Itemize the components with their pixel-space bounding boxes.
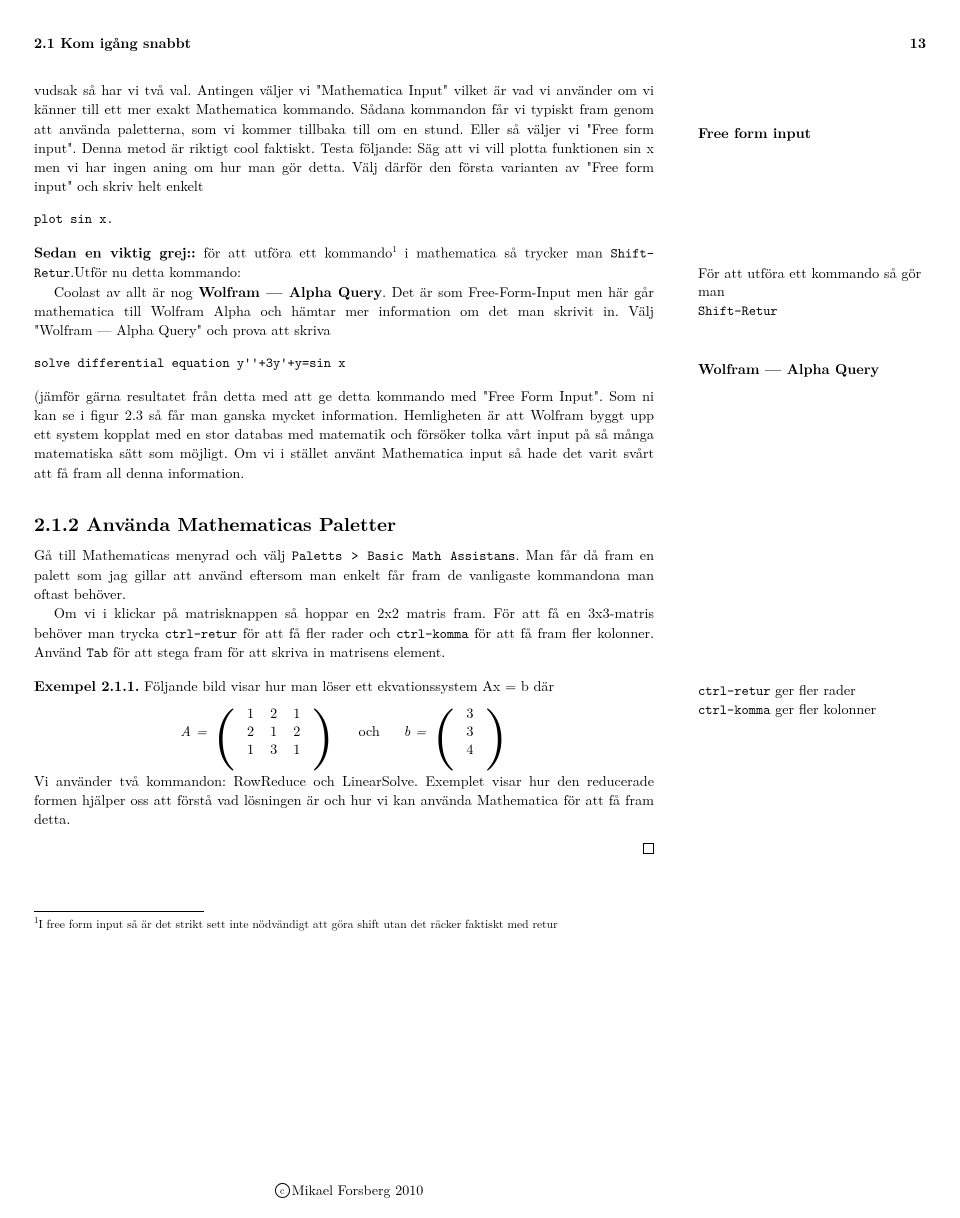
code-plot-sin: plot sin x. (34, 210, 654, 229)
paragraph-alpha-query: Coolast av allt är nog Wolfram — Alpha Q… (34, 283, 654, 341)
paragraph-intro: vudsak så har vi två val. Antingen välje… (34, 81, 654, 196)
header-section: 2.1 Kom igång snabbt (34, 34, 191, 53)
vector-b: 3 3 4 (458, 705, 481, 758)
paragraph-palettes: Gå till Mathematicas menyrad och välj Pa… (34, 546, 654, 604)
qed-marker (34, 840, 654, 859)
header-page-number: 13 (910, 34, 926, 53)
matrix-A: 121 212 131 (239, 705, 308, 758)
margin-note-free-form: Free form input (698, 124, 928, 142)
footnote-1: 1I free form input så är det strikt sett… (34, 914, 654, 931)
example-heading: Exempel 2.1.1. Följande bild visar hur m… (34, 677, 654, 696)
matrix-equation: A = ( 121 212 131 ) och b = ( 3 3 4 ) (34, 704, 654, 760)
copyright-line: cMikael Forsberg 2010 (0, 1181, 698, 1200)
margin-note-alpha-query: Wolfram — Alpha Query (698, 360, 928, 378)
page-header: 2.1 Kom igång snabbt 13 (34, 34, 926, 53)
margin-note-ctrl-retur: ctrl-retur ger fler rader (698, 681, 928, 701)
paragraph-shift-retur: Sedan en viktig grej:: för att utföra et… (34, 243, 654, 283)
margin-note-ctrl-komma: ctrl-komma ger fler kolonner (698, 700, 928, 720)
main-column: vudsak så har vi två val. Antingen välje… (34, 81, 654, 931)
paragraph-matrix-keys: Om vi i klickar på matrisknappen så hopp… (34, 604, 654, 662)
code-solve-diff: solve differential equation y''+3y'+y=si… (34, 354, 654, 373)
paragraph-rowreduce: Vi använder två kommandon: RowReduce och… (34, 772, 654, 830)
paragraph-compare: (jämför gärna resultatet från detta med … (34, 387, 654, 483)
subsection-heading: 2.1.2 Använda Mathematicas Paletter (34, 511, 654, 537)
margin-note-shift-retur: För att utföra ett kommando så gör man S… (698, 264, 928, 321)
footnote-rule (34, 911, 204, 912)
